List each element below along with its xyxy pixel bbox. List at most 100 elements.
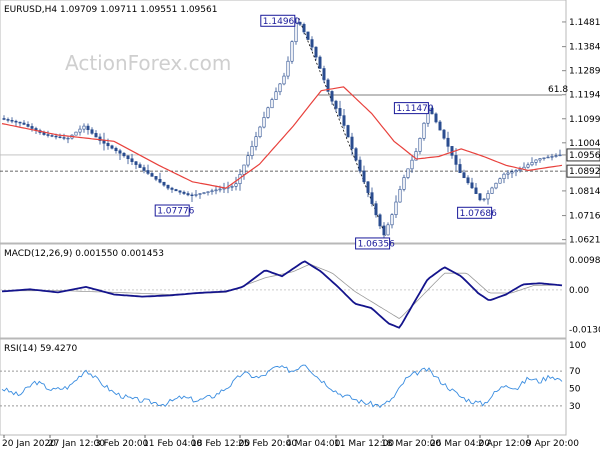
candle-body <box>214 189 218 192</box>
candle-body <box>170 187 174 190</box>
candle-body <box>546 156 550 159</box>
macd-panel-title: MACD(12,26,9) 0.001550 0.001453 <box>4 249 164 259</box>
candle-body <box>278 83 282 93</box>
candle-body <box>338 108 342 116</box>
candle-body <box>2 118 6 120</box>
candle-body <box>126 155 130 160</box>
candle-body <box>142 167 146 171</box>
candle-body <box>242 164 246 175</box>
macd-panel-frame <box>0 243 567 339</box>
candle-body <box>158 178 162 183</box>
candle-body <box>438 121 442 131</box>
x-tick-label: 20 Jan 2020 <box>2 439 56 449</box>
candle-body <box>334 100 338 109</box>
x-tick-label: 9 Apr 20:00 <box>526 439 579 449</box>
price-annotation-box <box>154 204 190 217</box>
x-tick-label: 26 Mar 04:00 <box>430 439 490 449</box>
candle-body <box>202 192 206 194</box>
candle-body <box>178 190 182 193</box>
candle-body <box>134 161 138 165</box>
rsi-line <box>1 364 563 409</box>
x-tick-label: 3 Feb 20:00 <box>95 439 149 449</box>
price-tick-label: 1.13840 <box>569 43 600 53</box>
x-tick-label: 18 Feb 12:00 <box>191 439 250 449</box>
price-annotation-label: 1.07776 <box>157 207 194 217</box>
candle-body <box>146 170 150 174</box>
candle-body <box>274 91 278 100</box>
candle-body <box>234 183 238 187</box>
candle-body <box>138 164 142 168</box>
candle-body <box>98 136 102 141</box>
candle-body <box>358 159 362 172</box>
price-tick-label: 1.10040 <box>569 139 600 149</box>
candle-body <box>366 181 370 193</box>
candle-body <box>498 178 502 184</box>
candle-body <box>10 120 14 122</box>
candle-body <box>434 113 438 123</box>
price-tick-label: 1.09561 <box>569 151 600 161</box>
rsi-tick-label: 30 <box>569 402 581 412</box>
price-tag-box <box>566 164 600 178</box>
candle-body <box>306 31 310 40</box>
candle-body <box>198 193 202 195</box>
x-tick-label: 11 Mar 12:00 <box>334 439 394 449</box>
price-tag-box <box>566 148 600 162</box>
macd-line <box>1 260 563 329</box>
candle-body <box>354 148 358 161</box>
candle-body <box>30 126 34 129</box>
candle-body <box>14 120 18 123</box>
x-tick-label: 2 Apr 12:00 <box>478 439 531 449</box>
price-panel-frame <box>0 0 567 244</box>
price-tick-label: 1.11940 <box>569 91 600 101</box>
candle-body <box>418 138 422 152</box>
rsi-tick-label: 100 <box>569 341 586 351</box>
trend-line <box>298 18 386 237</box>
x-tick-label: 4 Mar 04:00 <box>286 439 341 449</box>
x-tick-label: 18 Mar 20:00 <box>381 439 441 449</box>
candle-body <box>530 162 534 166</box>
candle-body <box>54 135 58 138</box>
candle-body <box>114 147 118 152</box>
x-tick-label: 25 Feb 20:00 <box>238 439 297 449</box>
candle-body <box>478 193 482 201</box>
ohlc-readout: 1.09709 1.09711 1.09551 1.09561 <box>60 5 217 15</box>
candle-body <box>194 194 198 196</box>
macd-tick-label: -0.013002 <box>569 325 600 335</box>
candle-body <box>118 150 122 154</box>
candle-body <box>350 136 354 149</box>
candle-body <box>246 155 250 166</box>
price-tick-label: 1.07165 <box>569 212 600 222</box>
rsi-tick-label: 50 <box>569 385 581 395</box>
candle-body <box>174 189 178 192</box>
candle-body <box>554 155 558 157</box>
x-tick-label: 11 Feb 04:00 <box>143 439 202 449</box>
price-tick-label: 1.08140 <box>569 187 600 197</box>
candle-body <box>190 194 194 196</box>
price-annotation-box <box>260 14 296 27</box>
candle-body <box>86 125 90 131</box>
candle-body <box>346 125 350 138</box>
candle-body <box>466 177 470 184</box>
candle-body <box>78 128 82 133</box>
price-annotation-box <box>457 206 493 219</box>
candle-body <box>66 137 70 140</box>
candle-body <box>414 151 418 161</box>
candle-body <box>370 192 374 204</box>
rsi-panel-title: RSI(14) 59.4270 <box>4 344 77 354</box>
candle-body <box>22 122 26 125</box>
candle-body <box>250 146 254 156</box>
candle-body <box>302 24 306 33</box>
candle-body <box>318 56 322 69</box>
candle-body <box>430 107 434 115</box>
candle-body <box>462 172 466 179</box>
candle-body <box>330 91 334 102</box>
price-annotation-label: 1.07686 <box>460 209 497 219</box>
candle-body <box>18 121 22 124</box>
price-annotation-box <box>393 102 429 115</box>
candle-body <box>502 173 506 180</box>
candle-body <box>454 155 458 165</box>
candle-body <box>398 189 402 203</box>
candle-body <box>58 136 62 138</box>
candle-body <box>538 158 542 161</box>
